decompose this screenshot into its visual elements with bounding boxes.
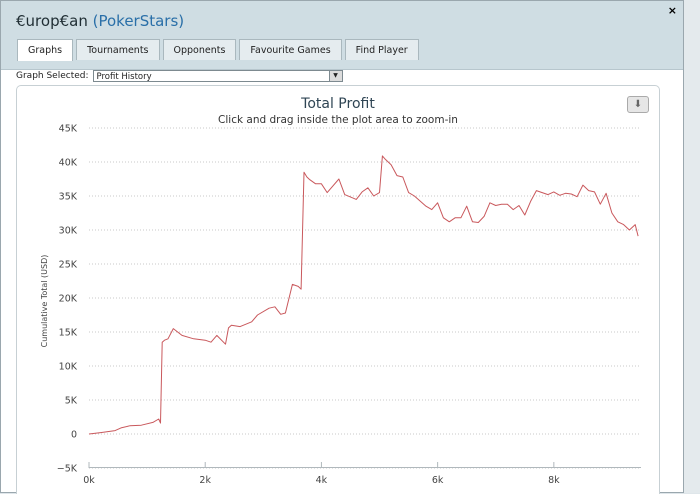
x-tick-label: 2k (199, 475, 211, 486)
y-tick-label: 35K (59, 192, 78, 203)
tab-opponents[interactable]: Opponents (162, 39, 237, 60)
tab-bar: Graphs Tournaments Opponents Favourite G… (17, 39, 419, 61)
x-tick-label: 4k (316, 475, 328, 486)
site-link[interactable]: (PokerStars) (92, 12, 185, 30)
y-tick-label: 20K (59, 294, 78, 305)
y-tick-label: 5K (65, 396, 78, 407)
series-layer (88, 155, 639, 435)
chevron-down-icon[interactable]: ▼ (328, 71, 342, 81)
close-icon[interactable]: × (667, 4, 677, 17)
y-tick-label: 0 (71, 430, 77, 441)
grid-lines (89, 127, 641, 469)
tab-favourite-games[interactable]: Favourite Games (239, 39, 342, 60)
y-tick-label: 30K (59, 226, 78, 237)
y-tick-label: −5K (57, 464, 78, 475)
download-icon[interactable]: ⬇ (627, 96, 649, 113)
y-axis-ticks: −5K 0 5K 10K 15K 20K 25K 30K 35K 40K 45K (57, 124, 78, 475)
graph-selector: Graph Selected: Profit History ▼ (16, 70, 343, 82)
y-tick-label: 45K (59, 124, 78, 135)
y-tick-label: 25K (59, 260, 78, 271)
graph-selector-label: Graph Selected: (16, 71, 89, 81)
player-name: €urop€an (16, 12, 88, 30)
tab-graphs[interactable]: Graphs (17, 39, 74, 61)
tab-find-player[interactable]: Find Player (344, 39, 419, 60)
y-tick-label: 10K (59, 362, 78, 373)
x-tick-label: 8k (548, 475, 560, 486)
x-tick-label: 0k (83, 475, 95, 486)
graph-select-value: Profit History (96, 72, 152, 82)
tab-tournaments[interactable]: Tournaments (76, 39, 160, 60)
profit-chart[interactable]: −5K 0 5K 10K 15K 20K 25K 30K 35K 40K 45K 0k 2k 4k 6k 8… (1, 1, 685, 494)
graph-select-dropdown[interactable]: Profit History ▼ (92, 70, 343, 82)
player-window: €urop€an (PokerStars) × Graphs Tournamen… (0, 0, 685, 494)
x-axis-ticks: 0k 2k 4k 6k 8k (83, 462, 641, 486)
chart-title: Total Profit (300, 96, 375, 112)
y-tick-label: 15K (59, 328, 78, 339)
window-title: €urop€an (PokerStars) (16, 12, 184, 30)
chart-subtitle: Click and drag inside the plot area to z… (218, 114, 458, 126)
title-bar: €urop€an (PokerStars) × Graphs Tournamen… (1, 1, 683, 70)
y-tick-label: 40K (59, 158, 78, 169)
y-axis-label: Cumulative Total (USD) (40, 255, 49, 348)
x-tick-label: 6k (432, 475, 444, 486)
chart-panel (16, 85, 660, 494)
profit-series-line (88, 155, 639, 435)
page-scrollbar[interactable] (684, 0, 700, 493)
